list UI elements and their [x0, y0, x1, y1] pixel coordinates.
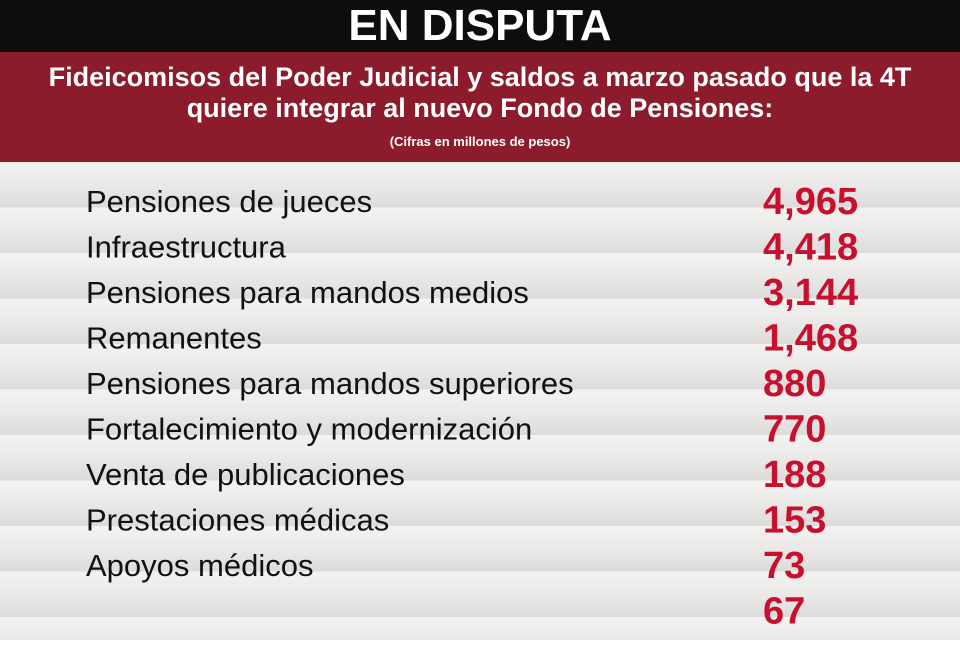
row-background [0, 571, 960, 618]
row-label: Remanentes [86, 321, 262, 356]
row-background [0, 162, 960, 209]
row-background [0, 480, 960, 527]
row-value: 73 [763, 545, 805, 587]
row-background [0, 207, 960, 254]
row-label: Pensiones de jueces [86, 184, 372, 219]
row-label: Infraestructura [86, 230, 287, 265]
row-background [0, 526, 960, 573]
row-background [0, 617, 960, 645]
row-value: 770 [763, 409, 826, 451]
data-table: Pensiones de jueces 4,965 Infraestructura 4… [0, 162, 960, 645]
row-value: 188 [763, 454, 826, 496]
row-background [0, 253, 960, 300]
subtitle-band: Fideicomisos del Poder Judicial y saldos… [0, 52, 960, 162]
row-value: 4,418 [763, 227, 858, 269]
row-label: Apoyos médicos [86, 548, 313, 583]
row-value: 1,468 [763, 318, 858, 360]
row-label: Prestaciones médicas [86, 503, 389, 538]
row-background [0, 344, 960, 391]
row-value: 67 [763, 591, 805, 633]
table-svg: Pensiones de jueces 4,965 Infraestructura 4… [0, 162, 960, 645]
row-value: 3,144 [763, 272, 858, 314]
units-note: (Cifras en millones de pesos) [389, 134, 571, 149]
row-label: Venta de publicaciones [86, 457, 405, 492]
row-value: 4,965 [763, 181, 858, 223]
row-background [0, 435, 960, 482]
row-value: 880 [763, 363, 826, 405]
page-title: EN DISPUTA [0, 0, 960, 52]
row-label: Pensiones para mandos superiores [86, 366, 574, 401]
row-label: Fortalecimiento y modernización [86, 412, 532, 447]
row-label: Pensiones para mandos medios [86, 275, 529, 310]
row-value: 153 [763, 500, 826, 542]
row-background [0, 298, 960, 345]
row-background [0, 389, 960, 436]
subtitle: Fideicomisos del Poder Judicial y saldos… [48, 62, 912, 123]
